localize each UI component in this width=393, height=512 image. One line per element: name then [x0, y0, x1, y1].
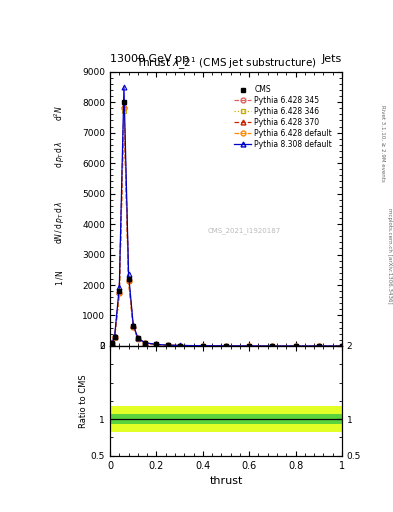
Text: Rivet 3.1.10, ≥ 2.9M events: Rivet 3.1.10, ≥ 2.9M events [381, 105, 386, 182]
Text: mcplots.cern.ch [arXiv:1306.3436]: mcplots.cern.ch [arXiv:1306.3436] [387, 208, 391, 304]
Title: Thrust $\lambda\_2^1$ (CMS jet substructure): Thrust $\lambda\_2^1$ (CMS jet substruct… [136, 55, 316, 72]
Text: $\mathrm{d}N\,/\,\mathrm{d}\,p_T\,\mathrm{d}\,\lambda$: $\mathrm{d}N\,/\,\mathrm{d}\,p_T\,\mathr… [53, 201, 66, 244]
X-axis label: thrust: thrust [209, 476, 242, 486]
Text: $1\,/\,\mathrm{N}$: $1\,/\,\mathrm{N}$ [53, 269, 64, 286]
Y-axis label: Ratio to CMS: Ratio to CMS [79, 374, 88, 428]
Text: Jets: Jets [321, 54, 342, 64]
Text: $\mathrm{d}\,p_T\,\mathrm{d}\,\lambda$: $\mathrm{d}\,p_T\,\mathrm{d}\,\lambda$ [53, 140, 66, 168]
Legend: CMS, Pythia 6.428 345, Pythia 6.428 346, Pythia 6.428 370, Pythia 6.428 default,: CMS, Pythia 6.428 345, Pythia 6.428 346,… [233, 84, 333, 151]
Text: $\mathrm{d}^2N$: $\mathrm{d}^2N$ [53, 105, 65, 121]
Text: CMS_2021_I1920187: CMS_2021_I1920187 [208, 227, 281, 234]
Text: 13000 GeV pp: 13000 GeV pp [110, 54, 189, 64]
